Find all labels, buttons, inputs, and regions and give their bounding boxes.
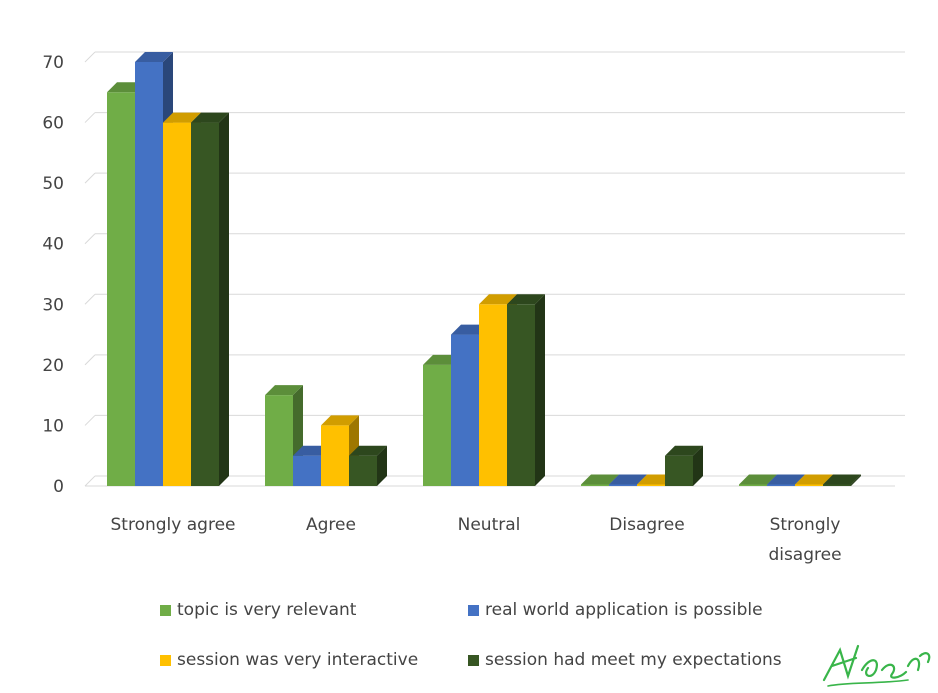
legend-item-expectations: session had meet my expectations <box>468 650 782 670</box>
bar-top <box>135 52 173 62</box>
bar-front <box>795 484 823 486</box>
bar-front <box>479 304 507 486</box>
x-tick-label: Neutral <box>458 515 521 535</box>
gridline-depth <box>84 354 96 366</box>
legend-label: topic is very relevant <box>177 600 357 620</box>
bar-top <box>823 474 861 485</box>
legend-swatch <box>468 604 479 616</box>
bar-top <box>191 112 229 123</box>
y-tick-label: 30 <box>42 295 64 315</box>
gridline-depth <box>84 293 96 305</box>
bar-front <box>135 62 163 486</box>
gridline-depth <box>84 51 96 63</box>
x-tick-label: Agree <box>306 515 356 535</box>
bars <box>107 52 861 487</box>
legend-item-interactive: session was very interactive <box>160 650 418 670</box>
bar-front <box>265 395 293 486</box>
bar-front <box>823 484 851 486</box>
bar-top <box>163 112 201 123</box>
y-tick-label: 20 <box>42 356 64 376</box>
bar-top <box>767 474 805 485</box>
gridline-depth <box>84 233 96 245</box>
gridline-depth <box>84 112 96 123</box>
legend-label: session was very interactive <box>177 650 419 670</box>
bar-chart-svg: 0 10 20 30 40 50 60 70 Strongly agree Agree Neutr… <box>42 51 905 565</box>
legend-item-real-world: real world application is possible <box>468 600 763 620</box>
y-tick-label: 50 <box>42 174 64 194</box>
bar-top <box>609 474 647 485</box>
y-tick-label: 70 <box>42 53 64 73</box>
bar-top <box>321 415 359 426</box>
y-axis-ticks: 0 10 20 30 40 50 60 70 <box>42 53 64 497</box>
legend-swatch <box>468 654 479 666</box>
bar-front <box>163 122 191 487</box>
bar-top <box>479 294 517 305</box>
bar-side <box>535 294 545 486</box>
bar-front <box>767 484 795 486</box>
x-axis-ticks: Strongly agree Agree Neutral Disagree Strong… <box>111 515 842 565</box>
legend-swatch <box>160 604 171 616</box>
bar-side <box>693 445 703 486</box>
bar-top <box>739 474 777 485</box>
legend-swatch <box>160 654 171 666</box>
bar-side <box>219 112 229 487</box>
bar-front <box>107 92 135 487</box>
bar-front <box>637 484 665 486</box>
bar <box>265 385 303 486</box>
gridline-depth <box>84 475 96 487</box>
bar-front <box>321 425 349 486</box>
bar-top <box>581 474 619 485</box>
bar-front <box>581 484 609 486</box>
legend-label: real world application is possible <box>485 600 763 620</box>
legend: topic is very relevant real world applic… <box>150 596 850 686</box>
bar <box>823 474 861 486</box>
y-tick-label: 10 <box>42 416 64 436</box>
x-tick-label: Strongly disagree <box>768 515 841 565</box>
bar-top <box>265 385 303 396</box>
bar <box>665 445 703 486</box>
bar-top <box>795 474 833 485</box>
bar <box>349 445 387 486</box>
bar-front <box>665 455 693 486</box>
gridline-depth <box>84 172 96 184</box>
y-tick-label: 0 <box>53 477 64 497</box>
handwritten-signature <box>822 644 931 687</box>
bar-top <box>507 294 545 305</box>
bar-front <box>423 364 451 486</box>
bar-top <box>665 445 703 456</box>
legend-item-topic-relevant: topic is very relevant <box>160 600 356 620</box>
y-tick-label: 40 <box>42 235 64 255</box>
bar-front <box>507 304 535 486</box>
bar-top <box>349 445 387 456</box>
bar-front <box>191 122 219 487</box>
bar-side <box>851 474 861 486</box>
bar-front <box>739 484 767 486</box>
bar <box>507 294 545 486</box>
bar-front <box>451 334 479 486</box>
bar-front <box>609 484 637 486</box>
legend-label: session had meet my expectations <box>485 650 782 670</box>
bar-side <box>377 445 387 486</box>
bar-front <box>293 455 321 486</box>
gridline-depth <box>84 415 96 426</box>
bar <box>191 112 229 487</box>
y-tick-label: 60 <box>42 114 64 134</box>
x-tick-label: Strongly agree <box>111 515 236 535</box>
bar-front <box>349 455 377 486</box>
x-tick-label: Disagree <box>609 515 684 535</box>
